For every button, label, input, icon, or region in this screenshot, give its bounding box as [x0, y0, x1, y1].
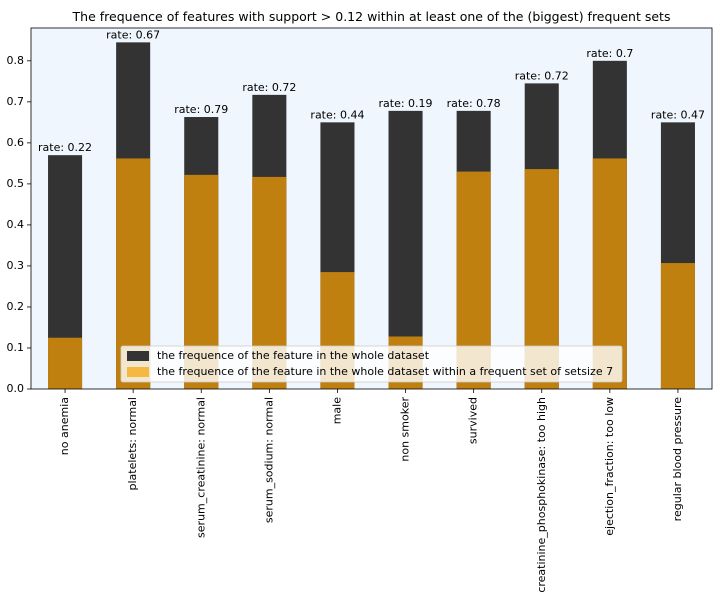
bar-rate-label: rate: 0.78 — [447, 97, 501, 110]
y-tick-label: 0.3 — [7, 259, 25, 272]
bar-labels: rate: 0.22 rate: 0.67 rate: 0.79 rate: 0.72… — [38, 28, 705, 154]
bar-rate-label: rate: 0.67 — [106, 28, 160, 41]
legend-label: the frequence of the feature in the whol… — [157, 365, 613, 378]
x-tick-label: serum_creatinine: normal — [194, 397, 207, 538]
legend: the frequence of the feature in the whol… — [120, 345, 623, 383]
x-tick-label: serum_sodium: normal — [262, 397, 275, 523]
bar-rate-label: rate: 0.72 — [515, 69, 569, 82]
x-tick-label: creatinine_phosphokinase: too high — [535, 397, 548, 593]
bar-rate-label: rate: 0.7 — [586, 47, 633, 60]
y-tick-label: 0.0 — [7, 382, 25, 395]
x-tick-label: no anemia — [58, 397, 71, 455]
y-tick-label: 0.2 — [7, 300, 25, 313]
x-tick-label: regular blood pressure — [671, 397, 684, 522]
bar-frequent-10 — [660, 263, 695, 389]
bar-rate-label: rate: 0.72 — [242, 81, 296, 94]
y-tick-label: 0.6 — [7, 136, 25, 149]
bar-rate-label: rate: 0.44 — [310, 108, 364, 121]
y-tick-label: 0.8 — [7, 54, 25, 67]
x-axis: no anemia platelets: normal serum_creatini… — [58, 389, 684, 593]
y-axis: 0.0 0.1 0.2 0.3 0.4 0.5 0.6 0.7 0.8 — [7, 54, 31, 395]
y-tick-label: 0.1 — [7, 341, 25, 354]
bar-frequent-1 — [48, 337, 83, 389]
plot-frame — [30, 27, 713, 390]
x-tick-label: non smoker — [399, 397, 412, 462]
bar-rate-label: rate: 0.22 — [38, 141, 92, 154]
y-tick-label: 0.7 — [7, 95, 25, 108]
legend-swatch — [127, 351, 149, 361]
y-tick-label: 0.5 — [7, 177, 25, 190]
x-tick-label: survived — [467, 397, 480, 444]
bar-rate-label: rate: 0.79 — [174, 103, 228, 116]
legend-box — [120, 345, 623, 383]
x-tick-label: male — [330, 397, 343, 425]
x-tick-label: platelets: normal — [126, 397, 139, 490]
x-tick-label: ejection_fraction: too low — [603, 397, 616, 536]
legend-swatch — [127, 367, 149, 377]
chart-title: The frequence of features with support >… — [72, 9, 671, 24]
bar-rate-label: rate: 0.47 — [651, 108, 705, 121]
bar-rate-label: rate: 0.19 — [379, 97, 433, 110]
legend-label: the frequence of the feature in the whol… — [157, 349, 430, 362]
y-tick-label: 0.4 — [7, 218, 25, 231]
